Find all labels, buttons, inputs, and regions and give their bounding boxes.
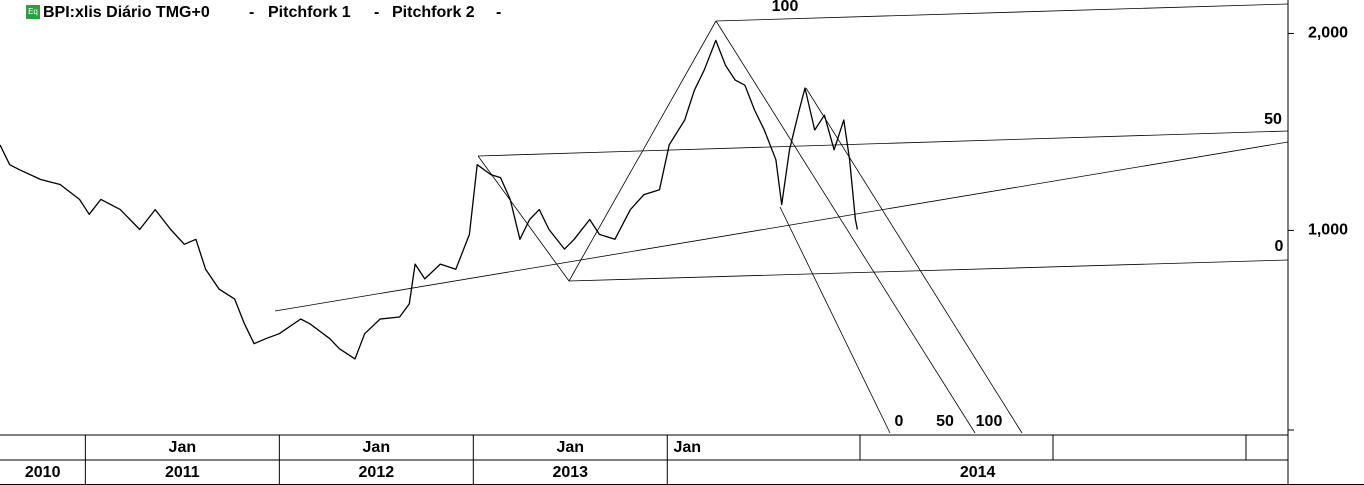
badge [26,5,40,19]
badge-text: Eq [28,7,38,16]
study-label: Pitchfork 1 [268,4,351,21]
pitchfork-line [779,206,891,434]
pitchfork-label: 50 [1264,111,1282,128]
chart-title: BPI:xlis Diário TMG+0 [43,4,210,21]
y-tick-label: 1,000 [1308,222,1348,239]
year-label: 2011 [165,464,200,481]
pitchfork-line [477,155,570,282]
pitchfork-label: 100 [976,413,1003,430]
year-label: 2012 [359,464,395,481]
price-line [0,39,859,360]
separator: - [249,4,254,21]
x-tick-label: Jan [363,439,391,456]
study-label: Pitchfork 2 [392,4,475,21]
pitchfork-label: 100 [772,0,799,15]
pitchfork-label: 0 [895,413,904,430]
pitchfork-line [715,20,976,434]
pitchfork-label: 50 [936,413,954,430]
pitchfork-label: 0 [1275,238,1284,255]
year-label: 2013 [552,464,588,481]
x-tick-label: Jan [169,439,197,456]
pitchfork-line [715,3,1289,22]
pitchfork-line [477,130,1289,157]
y-tick-label: 2,000 [1308,25,1348,42]
pitchfork-2 [715,20,1023,434]
year-label: 2014 [960,464,996,481]
pitchfork-line [805,87,1023,434]
pitchfork-line [568,259,1289,282]
x-tick-label: Jan [557,439,585,456]
x-tick-label: Jan [673,439,701,456]
pitchfork-1 [274,3,1289,312]
separator: - [496,4,501,21]
trend-line [274,141,1289,312]
year-label: 2010 [25,464,61,481]
separator: - [374,4,379,21]
